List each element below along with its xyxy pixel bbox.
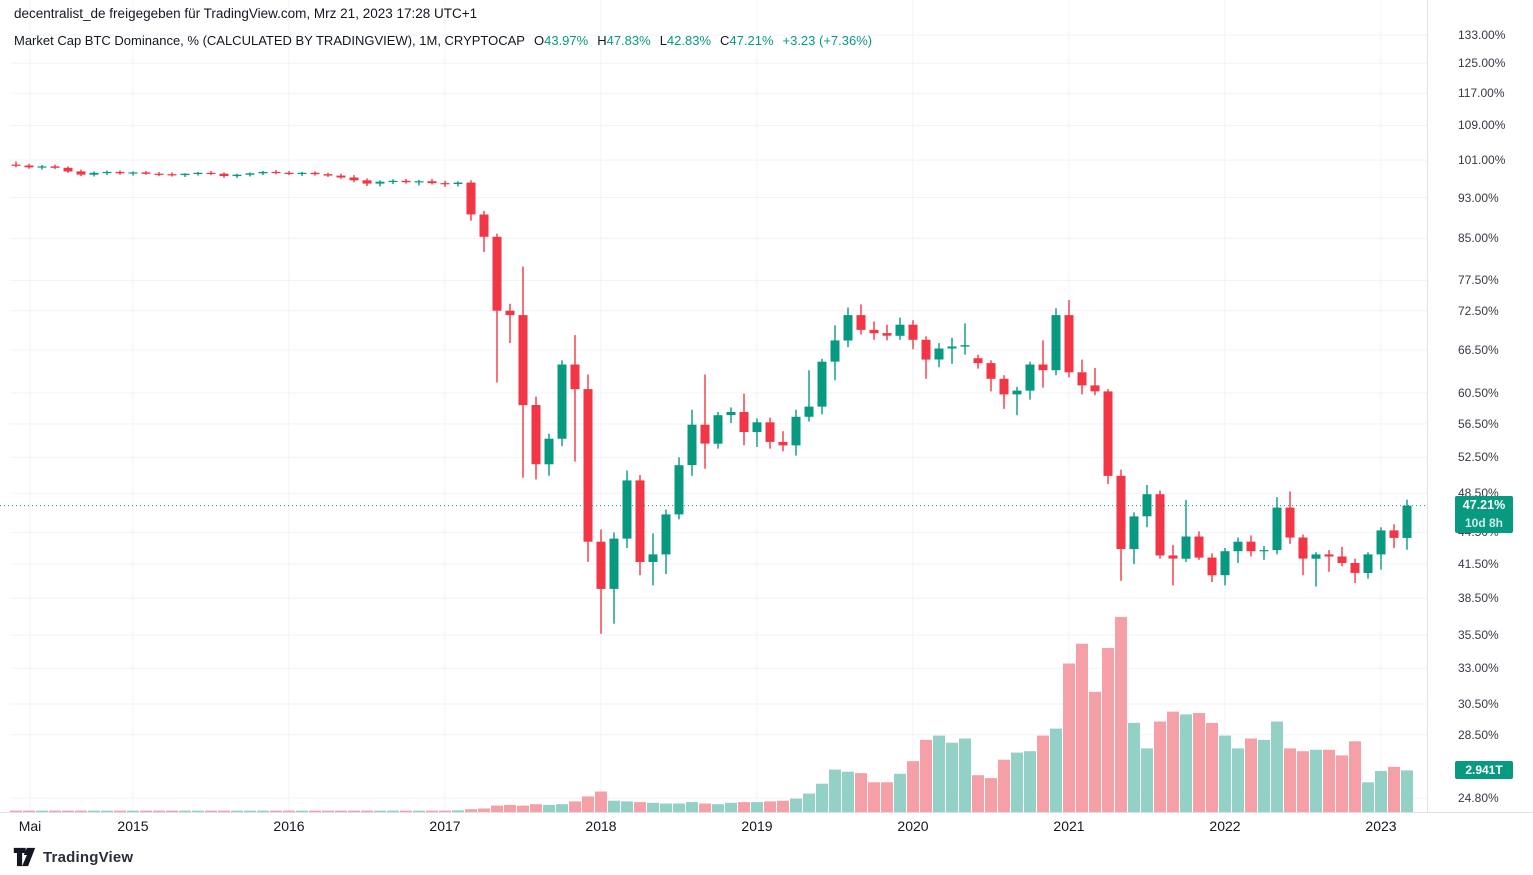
time-axis-label: 2020 bbox=[897, 818, 929, 834]
symbol-title[interactable]: Market Cap BTC Dominance, % (CALCULATED … bbox=[14, 33, 525, 48]
ohlc-values: O43.97% H47.83% L42.83% C47.21% bbox=[534, 33, 774, 48]
price-axis-label: 41.50% bbox=[1458, 557, 1499, 571]
time-axis[interactable]: Mai 2015 2016 2017 2018 2019 2020 2021 2022 2023 bbox=[0, 813, 1533, 841]
price-axis-label: 28.50% bbox=[1458, 728, 1499, 742]
price-axis-label: 56.50% bbox=[1458, 417, 1499, 431]
time-axis-label: 2023 bbox=[1365, 818, 1397, 834]
price-axis-label: 117.00% bbox=[1458, 86, 1505, 100]
chart-legend: Market Cap BTC Dominance, % (CALCULATED … bbox=[14, 33, 872, 48]
price-axis-label: 125.00% bbox=[1458, 56, 1506, 70]
tradingview-logo-text: TradingView bbox=[43, 848, 134, 866]
price-axis-label: 101.00% bbox=[1458, 153, 1506, 167]
price-axis-label: 38.50% bbox=[1458, 591, 1499, 605]
price-axis-label: 24.80% bbox=[1458, 791, 1499, 805]
bar-countdown: 10d 8h bbox=[1464, 516, 1503, 530]
price-axis-label: 72.50% bbox=[1458, 304, 1499, 318]
price-axis-label: 77.50% bbox=[1458, 273, 1499, 287]
price-axis[interactable]: 133.00% 125.00% 117.00% 109.00% 101.00% 93.00… bbox=[1428, 0, 1533, 812]
time-axis-label: 2018 bbox=[585, 818, 617, 834]
price-axis-label: 133.00% bbox=[1458, 28, 1506, 42]
price-axis-label: 109.00% bbox=[1458, 118, 1506, 132]
ohlc-h-value: H47.83% bbox=[597, 33, 651, 48]
price-axis-label: 93.00% bbox=[1458, 191, 1499, 205]
price-axis-label: 85.00% bbox=[1458, 231, 1499, 245]
time-axis-label: Mai bbox=[18, 818, 42, 834]
time-axis-label: 2017 bbox=[429, 818, 461, 834]
last-price-value: 47.21% bbox=[1462, 498, 1506, 512]
tradingview-logo-icon bbox=[13, 847, 36, 867]
time-axis-label: 2022 bbox=[1209, 818, 1241, 834]
time-axis-label: 2016 bbox=[273, 818, 305, 834]
price-axis-label: 35.50% bbox=[1458, 628, 1499, 642]
price-axis-label: 60.50% bbox=[1458, 386, 1499, 400]
volume-badge: 2.941T bbox=[1455, 761, 1513, 779]
price-axis-label: 66.50% bbox=[1458, 343, 1499, 357]
ohlc-c-value: C47.21% bbox=[720, 33, 774, 48]
price-axis-label: 52.50% bbox=[1458, 450, 1499, 464]
time-axis-label: 2021 bbox=[1053, 818, 1085, 834]
share-attribution-text: decentralist_de freigegeben für TradingV… bbox=[14, 6, 478, 21]
ohlc-l-value: L42.83% bbox=[659, 33, 712, 48]
price-axis-label: 30.50% bbox=[1458, 697, 1499, 711]
last-price-badge: 47.21% 10d 8h bbox=[1455, 496, 1513, 533]
tradingview-logo[interactable]: TradingView bbox=[13, 847, 133, 867]
ohlc-o-value: O43.97% bbox=[533, 33, 589, 48]
price-axis-label: 33.00% bbox=[1458, 661, 1499, 675]
time-axis-label: 2015 bbox=[117, 818, 149, 834]
time-axis-label: 2019 bbox=[741, 818, 773, 834]
change-value: +3.23 (+7.36%) bbox=[782, 33, 873, 48]
